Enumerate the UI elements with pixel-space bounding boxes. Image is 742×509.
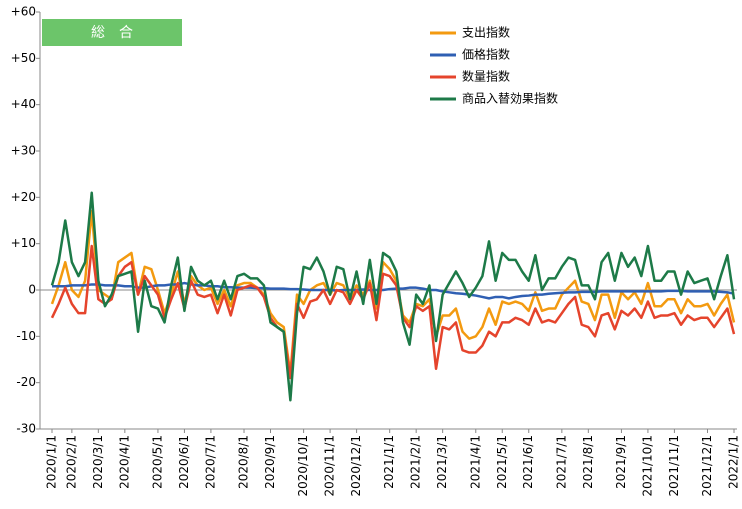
x-tick-label: 2020/3/1	[91, 435, 105, 489]
x-tick-label: 2021/9/1	[614, 435, 628, 489]
y-tick-label: +30	[11, 144, 36, 158]
chart-title: 総 合	[91, 25, 133, 41]
title-box	[42, 19, 182, 46]
x-tick-label: 2021/1/1	[382, 435, 396, 489]
x-tick-label: 2020/7/1	[203, 435, 217, 489]
x-tick-label: 2021/6/1	[521, 435, 535, 489]
x-tick-label: 2020/10/1	[296, 435, 310, 497]
y-tick-label: +10	[11, 236, 36, 250]
x-tick-label: 2021/3/1	[435, 435, 449, 489]
y-tick-label: -20	[16, 375, 36, 389]
legend-label: 価格指数	[462, 47, 510, 62]
y-tick-label: +40	[11, 97, 36, 111]
x-tick-label: 2021/10/1	[640, 435, 654, 497]
x-tick-label: 2020/8/1	[237, 435, 251, 489]
x-tick-label: 2020/4/1	[117, 435, 131, 489]
y-tick-label: -10	[16, 329, 36, 343]
y-tick-label: +50	[11, 51, 36, 65]
x-tick-label: 2020/12/1	[349, 435, 363, 497]
x-tick-label: 2021/8/1	[581, 435, 595, 489]
x-tick-label: 2022/1/1	[727, 435, 741, 489]
legend-label: 数量指数	[462, 69, 510, 84]
x-tick-label: 2020/5/1	[150, 435, 164, 489]
x-tick-label: 2021/2/1	[409, 435, 423, 489]
y-tick-label: +20	[11, 190, 36, 204]
x-tick-label: 2021/7/1	[554, 435, 568, 489]
series-line	[50, 191, 736, 402]
x-tick-label: 2020/1/1	[45, 435, 59, 489]
y-tick-label: 0	[28, 283, 36, 297]
x-tick-label: 2021/4/1	[468, 435, 482, 489]
legend-label: 商品入替効果指数	[462, 91, 558, 106]
series-line	[52, 281, 735, 300]
x-tick-label: 2020/2/1	[64, 435, 78, 489]
x-tick-label: 2020/11/1	[323, 435, 337, 497]
y-tick-label: -30	[16, 422, 36, 436]
x-tick-label: 2021/12/1	[700, 435, 714, 497]
x-tick-label: 2020/6/1	[177, 435, 191, 489]
x-tick-label: 2021/11/1	[667, 435, 681, 497]
x-tick-label: 2020/9/1	[263, 435, 277, 489]
y-tick-label: +60	[11, 5, 36, 19]
legend-label: 支出指数	[462, 25, 510, 40]
x-tick-label: 2021/5/1	[495, 435, 509, 489]
